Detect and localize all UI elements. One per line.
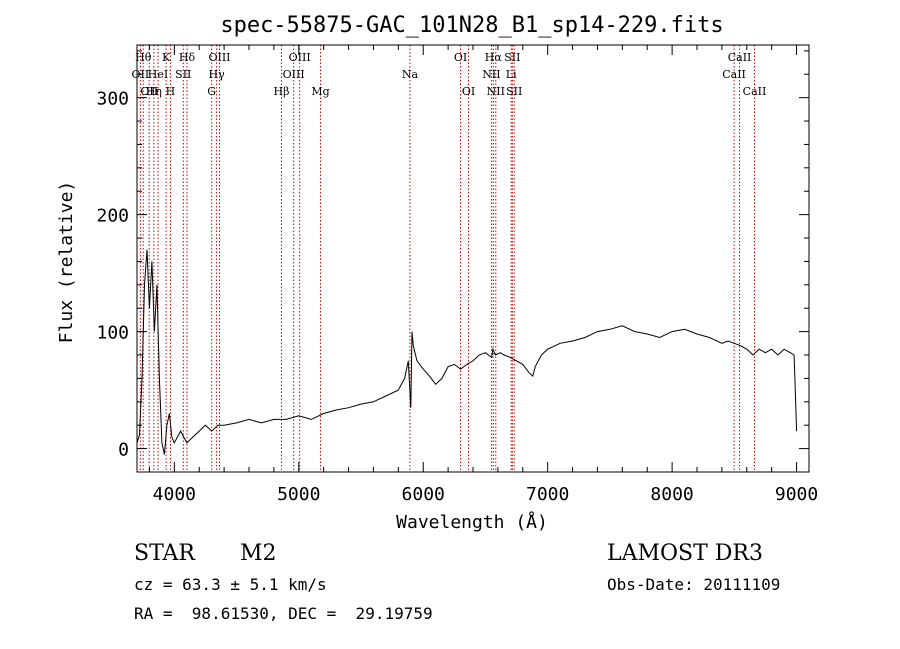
line-label: OIII [289,51,311,64]
x-tick-label: 8000 [650,484,693,505]
line-label: Hβ [274,85,290,98]
line-label: NII [482,68,500,81]
redshift-value: cz = 63.3 ± 5.1 km/s [134,575,327,594]
line-label: OIII [208,51,230,64]
line-label: OI [462,85,475,98]
spectrum-line [136,249,798,455]
object-class: STAR [134,541,196,566]
y-axis-label: Flux (relative) [56,181,77,344]
chart-title: spec-55875-GAC_101N28_B1_sp14-229.fits [220,13,723,38]
line-label: K [162,51,171,64]
line-label: G [207,85,216,98]
x-tick-label: 6000 [402,484,445,505]
y-tick-label: 300 [96,89,129,110]
line-label: OIII [283,68,305,81]
line-label: Na [402,68,419,81]
line-label: OII [140,85,158,98]
line-label: OI [454,51,467,64]
line-label: Li [506,68,517,81]
line-label: Hδ [179,51,196,64]
x-tick-label: 5000 [277,484,320,505]
plot-frame [136,44,810,473]
line-label: HeI [148,68,168,81]
line-label: NII [487,85,505,98]
line-label: SII [506,85,522,98]
line-label: Hα [485,51,503,64]
line-label: SII [175,68,191,81]
line-labels: OIIHθOIIHηHeIKHSIIHδGHγOIIIHβOIIIOIIIMgN… [132,51,767,98]
y-tick-label: 200 [96,206,129,227]
survey-name: LAMOST DR3 [607,541,763,566]
line-label: Hθ [135,51,152,64]
subclass: M2 [240,541,277,566]
line-label: CaII [728,51,752,64]
x-axis: 4000 5000 6000 7000 8000 9000 [148,45,818,505]
obs-date: Obs-Date: 20111109 [607,575,780,594]
x-axis-label: Wavelength (Å) [396,511,548,533]
line-label: CaII [722,68,746,81]
line-label: Hη [146,85,162,98]
line-markers [139,45,755,472]
coordinates: RA = 98.61530, DEC = 29.19759 [134,604,433,623]
line-label: Mg [311,85,329,98]
x-tick-label: 4000 [153,484,196,505]
y-tick-label: 0 [118,440,129,461]
x-tick-label: 7000 [526,484,569,505]
line-label: Hγ [209,68,226,81]
line-label: H [166,85,176,98]
line-label: CaII [743,85,767,98]
line-label: SII [504,51,520,64]
y-tick-label: 100 [96,323,129,344]
y-axis: 0 100 200 300 [96,50,809,473]
x-tick-label: 9000 [775,484,818,505]
